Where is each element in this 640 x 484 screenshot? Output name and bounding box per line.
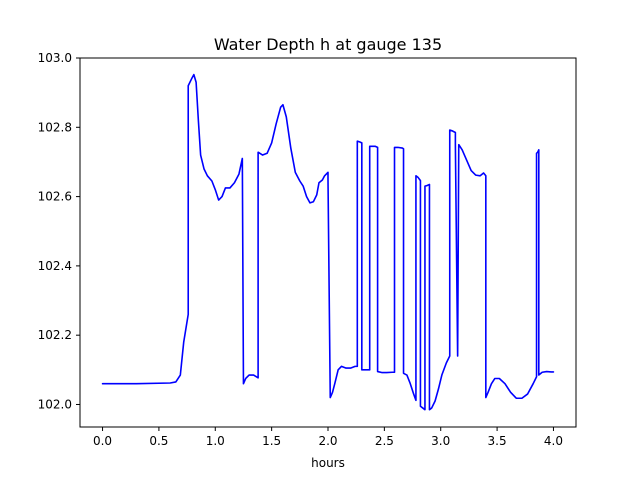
y-tick-label: 102.8 bbox=[38, 120, 72, 134]
x-tick-label: 0.5 bbox=[149, 434, 168, 448]
x-tick-label: 2.5 bbox=[375, 434, 394, 448]
x-tick-label: 4.0 bbox=[544, 434, 563, 448]
x-tick-label: 3.0 bbox=[431, 434, 450, 448]
y-tick-label: 103.0 bbox=[38, 51, 72, 65]
plot-layer bbox=[101, 73, 555, 411]
y-tick-label: 102.4 bbox=[38, 259, 72, 273]
x-tick-label: 1.5 bbox=[262, 434, 281, 448]
x-tick-label: 0.0 bbox=[93, 434, 112, 448]
y-tick-label: 102.6 bbox=[38, 190, 72, 204]
x-tick-label: 3.5 bbox=[488, 434, 507, 448]
chart-title: Water Depth h at gauge 135 bbox=[214, 35, 442, 54]
y-tick-label: 102.2 bbox=[38, 328, 72, 342]
x-tick-label: 2.0 bbox=[318, 434, 337, 448]
x-tick-label: 1.0 bbox=[206, 434, 225, 448]
x-axis-label: hours bbox=[311, 456, 345, 470]
y-tick-label: 102.0 bbox=[38, 397, 72, 411]
y-axis-ticks: 102.0 102.2 102.4 102.6 102.8 103.0 bbox=[38, 51, 80, 411]
x-axis-ticks: 0.0 0.5 1.0 1.5 2.0 2.5 3.0 3.5 4.0 bbox=[93, 427, 563, 448]
series-line-0 bbox=[101, 73, 555, 411]
